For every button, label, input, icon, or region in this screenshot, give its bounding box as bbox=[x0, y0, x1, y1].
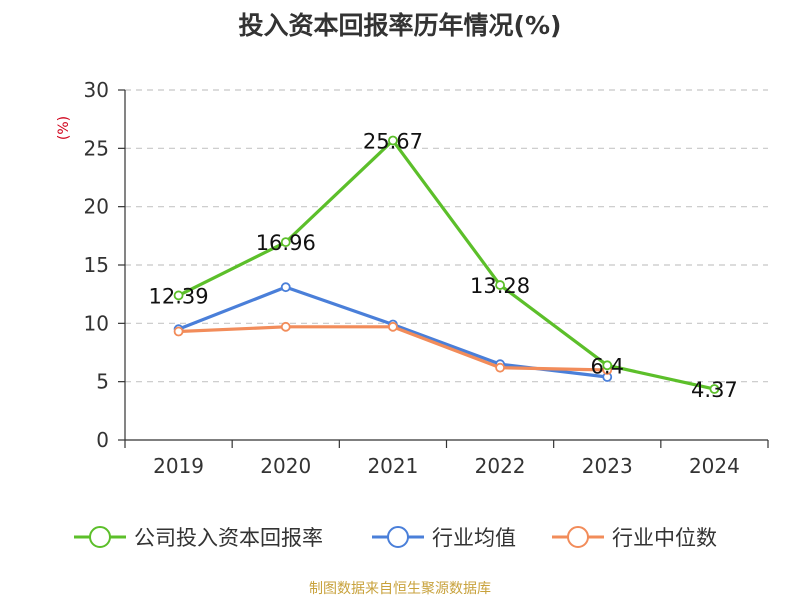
legend-swatch-marker bbox=[387, 526, 409, 548]
data-label: 4.37 bbox=[691, 378, 738, 402]
axis-layer: 0 5 10 15 20 25 30 2019 2020 2021 2022 2023 2024 (%) bbox=[56, 78, 769, 478]
legend-swatch-marker bbox=[89, 526, 111, 548]
legend: 公司投入资本回报率 行业均值 行业中位数 bbox=[74, 526, 717, 550]
y-tick-label: 20 bbox=[84, 195, 109, 219]
y-tick-label: 0 bbox=[96, 428, 109, 452]
data-point bbox=[388, 135, 398, 146]
y-axis-label: (%) bbox=[56, 116, 72, 140]
data-point bbox=[280, 321, 291, 332]
x-tick-label: 2022 bbox=[475, 454, 526, 478]
series-line bbox=[177, 285, 608, 379]
source-note: 制图数据来自恒生聚源数据库 bbox=[309, 581, 491, 597]
series-line bbox=[178, 325, 608, 372]
y-tick-label: 25 bbox=[84, 136, 109, 160]
data-point bbox=[602, 360, 613, 371]
legend-label: 公司投入资本回报率 bbox=[134, 526, 323, 550]
grid-layer bbox=[125, 89, 768, 383]
x-tick-label: 2021 bbox=[367, 454, 418, 478]
y-tick-label: 5 bbox=[96, 370, 109, 394]
x-tick-label: 2024 bbox=[689, 454, 740, 478]
data-label: 16.96 bbox=[256, 231, 316, 255]
data-label: 6.4 bbox=[591, 354, 624, 378]
x-tick-label: 2020 bbox=[260, 454, 311, 478]
x-tick-label: 2023 bbox=[582, 454, 633, 478]
data-point bbox=[280, 237, 291, 248]
x-tick-label: 2019 bbox=[153, 454, 204, 478]
chart-title: 投入资本回报率历年情况(%) bbox=[238, 11, 562, 40]
data-point bbox=[709, 384, 720, 394]
series-line bbox=[177, 138, 715, 391]
legend-label: 行业均值 bbox=[432, 526, 516, 550]
data-point bbox=[173, 290, 184, 301]
data-point bbox=[173, 326, 184, 337]
data-point bbox=[495, 362, 505, 373]
y-tick-label: 15 bbox=[84, 253, 109, 277]
y-tick-label: 10 bbox=[84, 311, 109, 335]
data-label: 13.28 bbox=[470, 274, 530, 298]
legend-swatch-marker bbox=[567, 526, 589, 548]
y-tick-label: 30 bbox=[84, 78, 109, 102]
series-layer bbox=[173, 135, 720, 394]
data-label: 12.39 bbox=[149, 284, 209, 308]
data-label: 25.67 bbox=[363, 130, 423, 154]
data-label-layer: 12.39 16.96 25.67 13.28 6.4 4.37 bbox=[149, 130, 738, 403]
data-point bbox=[388, 321, 398, 332]
data-point bbox=[280, 282, 291, 293]
data-point bbox=[495, 280, 505, 290]
legend-label: 行业中位数 bbox=[612, 526, 717, 550]
